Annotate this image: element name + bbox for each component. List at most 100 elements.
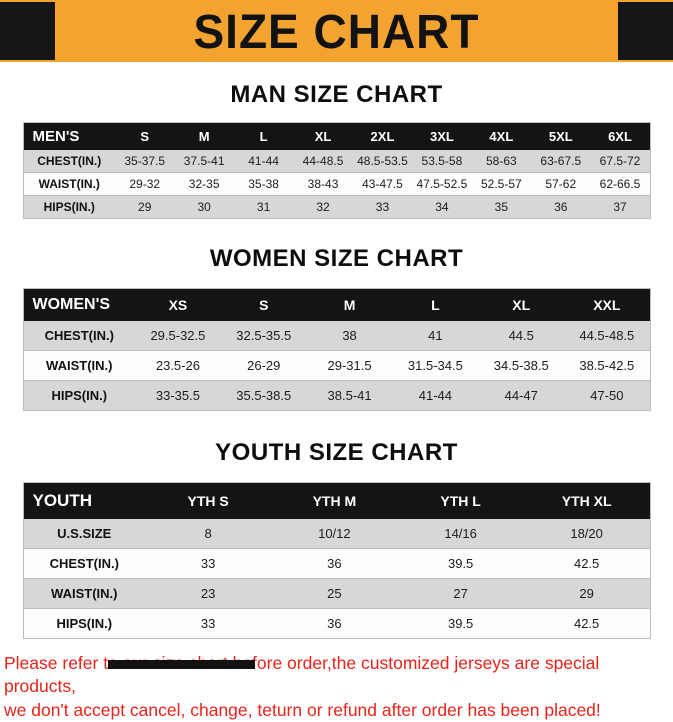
page-title: SIZE CHART [193,3,480,59]
size-value-cell: 52.5-57 [471,172,532,196]
size-value-cell: 36 [271,608,398,639]
table-row: U.S.SIZE 8 10/12 14/16 18/20 [23,519,650,549]
size-column-header: 3XL [412,122,472,150]
size-value-cell: 48.5-53.5 [352,150,413,173]
size-column-header: S [115,122,175,150]
size-value-cell: 31 [233,195,294,219]
size-value-cell: 35.5-38.5 [220,380,307,411]
row-label: CHEST(IN.) [23,150,115,173]
table-row: HIPS(IN.) 33 36 39.5 42.5 [23,608,650,639]
table-header-row: MEN'S S M L XL 2XL 3XL 4XL 5XL 6XL [23,122,650,150]
size-value-cell: 44.5 [478,321,565,351]
size-value-cell: 23.5-26 [135,350,221,381]
size-value-cell: 34 [412,195,472,219]
table-row: CHEST(IN.) 29.5-32.5 32.5-35.5 38 41 44.5 44.5… [23,321,650,351]
table-header-row: YOUTH YTH S YTH M YTH L YTH XL [23,482,650,519]
size-column-header: YTH XL [523,482,650,519]
size-column-header: XL [478,288,565,321]
size-column-header: 4XL [471,122,532,150]
size-value-cell: 63-67.5 [531,150,591,173]
table-corner-label: WOMEN'S [23,288,135,321]
size-value-cell: 53.5-58 [412,150,472,173]
size-value-cell: 14/16 [397,519,524,549]
size-value-cell: 33 [145,608,272,639]
size-value-cell: 32.5-35.5 [220,321,307,351]
bottom-black-crop-bar [108,660,255,669]
table-row: CHEST(IN.) 33 36 39.5 42.5 [23,548,650,579]
size-value-cell: 47.5-52.5 [412,172,472,196]
size-value-cell: 44.5-48.5 [564,321,650,351]
size-value-cell: 18/20 [523,519,650,549]
size-value-cell: 43-47.5 [352,172,413,196]
size-value-cell: 67.5-72 [590,150,650,173]
size-value-cell: 58-63 [471,150,532,173]
table-row: WAIST(IN.) 23.5-26 26-29 29-31.5 31.5-34.5 34… [23,350,650,381]
size-value-cell: 44-47 [478,380,565,411]
row-label: U.S.SIZE [23,519,145,549]
row-label: WAIST(IN.) [23,578,145,609]
row-label: WAIST(IN.) [23,172,115,196]
size-value-cell: 57-62 [531,172,591,196]
size-value-cell: 44-48.5 [293,150,353,173]
size-value-cell: 34.5-38.5 [478,350,565,381]
size-value-cell: 35 [471,195,532,219]
size-column-header: YTH S [145,482,272,519]
size-value-cell: 38-43 [293,172,353,196]
banner-right-black-block [618,2,673,60]
size-value-cell: 38 [306,321,393,351]
size-value-cell: 29 [115,195,175,219]
size-column-header: YTH L [397,482,524,519]
size-value-cell: 27 [397,578,524,609]
row-label: HIPS(IN.) [23,380,135,411]
table-row: WAIST(IN.) 23 25 27 29 [23,578,650,609]
youth-section-heading: YOUTH SIZE CHART [215,439,458,466]
size-value-cell: 39.5 [397,548,524,579]
men-size-chart-section: MAN SIZE CHART MEN'S S M L XL 2XL 3XL 4XL 5XL 6XL… [0,81,673,219]
size-column-header: XL [293,122,353,150]
row-label: HIPS(IN.) [23,195,115,219]
women-size-chart-section: WOMEN SIZE CHART WOMEN'S XS S M L XL XXL CHEST(… [0,245,673,411]
size-column-header: 6XL [590,122,650,150]
size-column-header: M [174,122,234,150]
size-value-cell: 38.5-42.5 [564,350,650,381]
size-value-cell: 37.5-41 [174,150,234,173]
table-corner-label: YOUTH [23,482,145,519]
size-column-header: XS [135,288,221,321]
size-value-cell: 32-35 [174,172,234,196]
size-value-cell: 25 [271,578,398,609]
size-value-cell: 29 [523,578,650,609]
banner-left-black-block [0,2,55,60]
size-column-header: 5XL [531,122,591,150]
size-value-cell: 38.5-41 [306,380,393,411]
size-column-header: L [392,288,479,321]
size-value-cell: 39.5 [397,608,524,639]
size-value-cell: 41-44 [233,150,294,173]
order-policy-line-2: we don't accept cancel, change, teturn o… [4,699,601,720]
table-row: HIPS(IN.) 33-35.5 35.5-38.5 38.5-41 41-44 44-… [23,380,650,411]
table-row: HIPS(IN.) 29 30 31 32 33 34 35 36 37 [23,195,650,219]
size-value-cell: 10/12 [271,519,398,549]
size-value-cell: 42.5 [523,608,650,639]
size-value-cell: 23 [145,578,272,609]
row-label: HIPS(IN.) [23,608,145,639]
size-value-cell: 26-29 [220,350,307,381]
order-policy-note: Please refer to our size chart before or… [4,652,673,722]
size-value-cell: 29-32 [115,172,175,196]
size-value-cell: 29.5-32.5 [135,321,221,351]
youth-size-chart-section: YOUTH SIZE CHART YOUTH YTH S YTH M YTH L YTH… [0,439,673,639]
table-row: CHEST(IN.) 35-37.5 37.5-41 41-44 44-48.5 48.5… [23,150,650,173]
size-value-cell: 35-38 [233,172,294,196]
men-section-heading: MAN SIZE CHART [230,81,443,108]
size-value-cell: 36 [271,548,398,579]
table-corner-label: MEN'S [23,122,115,150]
men-size-table: MEN'S S M L XL 2XL 3XL 4XL 5XL 6XL CHEST(IN.) 35-37… [22,122,651,219]
size-column-header: L [233,122,294,150]
size-column-header: XXL [564,288,650,321]
table-header-row: WOMEN'S XS S M L XL XXL [23,288,650,321]
women-section-heading: WOMEN SIZE CHART [209,245,464,272]
size-column-header: S [220,288,307,321]
size-value-cell: 29-31.5 [306,350,393,381]
size-value-cell: 41-44 [392,380,479,411]
size-value-cell: 62-66.5 [590,172,650,196]
size-column-header: 2XL [352,122,413,150]
